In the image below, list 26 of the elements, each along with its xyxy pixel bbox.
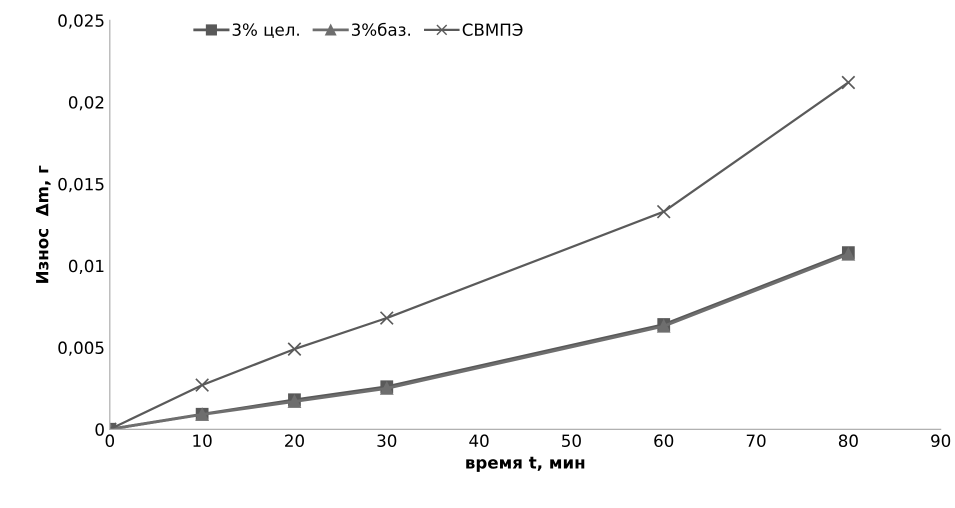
legend-label: 3%баз.	[352, 22, 410, 36]
x-tick-label: 40	[469, 434, 489, 448]
y-tick-label: 0,005	[58, 341, 104, 356]
x-tick-label: 50	[562, 434, 581, 448]
x-tick-label: 10	[193, 434, 212, 448]
point	[380, 310, 394, 326]
x-tick-label: 30	[377, 434, 396, 448]
legend-label: СВМПЭ	[462, 23, 522, 36]
point	[656, 204, 671, 219]
y-tick-label: 0,02	[68, 96, 104, 110]
point	[287, 342, 302, 356]
x-tick-label: 20	[285, 434, 304, 448]
y-axis-title: Износ Δm, г	[36, 166, 51, 283]
point	[195, 378, 210, 392]
y-tick-label: 0,01	[68, 260, 104, 274]
y-tick-label: 0	[95, 423, 104, 436]
y-tick-label: 0,025	[58, 14, 104, 29]
x-axis-title: время t, мин	[466, 456, 584, 472]
y-tick-label: 0,015	[58, 178, 104, 192]
x-tick-label: 90	[931, 434, 950, 448]
x-tick-label: 70	[746, 434, 766, 448]
x-tick-label: 0	[106, 434, 114, 448]
point	[841, 75, 856, 90]
x-tick-label: 80	[838, 434, 858, 448]
x-tick-label: 60	[654, 434, 674, 448]
legend-label: 3% цел.	[232, 23, 299, 38]
